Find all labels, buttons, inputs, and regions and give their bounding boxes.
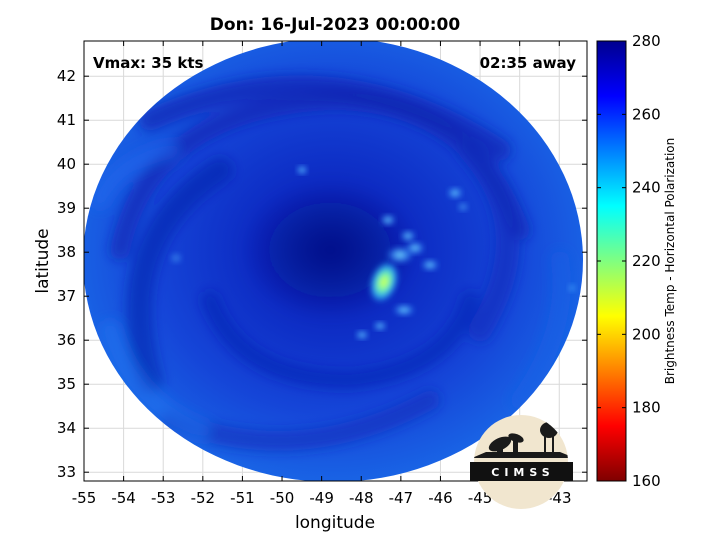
logo-text: CIMSS [491,466,554,479]
x-tick-label: -52 [191,489,216,507]
y-tick-label: 41 [57,111,76,129]
colorbar-tick-label: 240 [632,179,661,197]
warm-spots [169,165,577,340]
colorbar-tick-label: 280 [632,32,661,50]
y-tick-label: 40 [57,155,76,173]
cimss-logo: CIMSS [470,415,573,509]
x-tick-label: -55 [72,489,97,507]
time-away-annotation: 02:35 away [480,54,577,72]
rain-bands [91,75,571,451]
x-tick-label: -49 [309,489,334,507]
colorbar-tick-label: 200 [632,325,661,343]
y-tick-label: 33 [57,463,76,481]
y-tick-label: 36 [57,331,76,349]
vmax-annotation: Vmax: 35 kts [93,54,203,72]
colorbar-ticks: 280 260 240 220 200 180 160 [597,32,661,490]
swath-image [84,41,583,481]
y-tick-label: 38 [57,243,76,261]
x-tick-label: -48 [349,489,374,507]
colorbar-tick-label: 160 [632,472,661,490]
x-tick-label: -54 [111,489,136,507]
y-tick-label: 39 [57,199,76,217]
x-tick-label: -46 [428,489,453,507]
colorbar-label: Brightness Temp - Horizontal Polarizatio… [663,138,677,385]
x-tick-label: -50 [270,489,295,507]
y-tick-label: 35 [57,375,76,393]
x-tick-label: -47 [389,489,414,507]
x-tick-label: -53 [151,489,176,507]
y-axis-label: latitude [33,228,53,293]
colorbar: 280 260 240 220 200 180 160 Brightness Temp - … [596,32,677,490]
chart-title: Don: 16-Jul-2023 00:00:00 [210,15,461,35]
x-tick-label: -51 [230,489,255,507]
colorbar-tick-label: 220 [632,252,661,270]
axes-frame [83,40,588,482]
y-tick-label: 42 [57,67,76,85]
colorbar-tick-label: 180 [632,399,661,417]
y-tick-label: 34 [57,419,76,437]
y-tick-label: 37 [57,287,76,305]
y-axis-ticks: 33 34 35 36 37 38 39 40 41 42 [57,67,587,481]
colorbar-tick-label: 260 [632,105,661,123]
colorbar-ramp [596,40,627,482]
x-axis-label: longitude [295,513,375,533]
